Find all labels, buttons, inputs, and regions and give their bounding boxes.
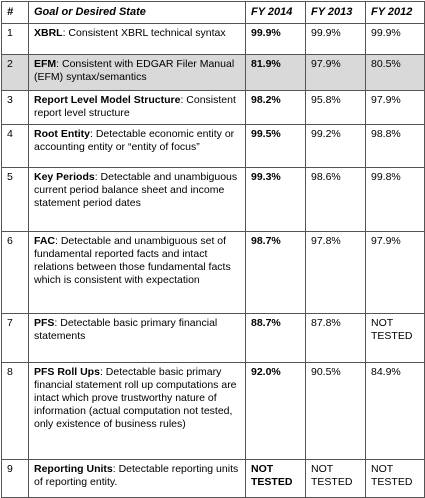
value-cell: NOT TESTED [305, 459, 366, 498]
row-number: 7 [1, 313, 29, 363]
goal-cell: Root Entity: Detectable economic entity … [28, 124, 246, 168]
table-row: 7 PFS: Detectable basic primary financial… [1, 313, 425, 363]
value-cell: 97.9% [365, 90, 425, 125]
value-cell: 98.2% [245, 90, 306, 125]
value-cell: 99.2% [305, 124, 366, 168]
value-cell: NOT TESTED [365, 313, 425, 363]
goal-term: XBRL [34, 27, 63, 39]
goal-text: : Detectable reporting units of reportin… [34, 463, 239, 488]
value-cell: 95.8% [305, 90, 366, 125]
goal-text: : Detectable basic primary financial sta… [34, 317, 218, 342]
value-cell: NOT TESTED [365, 459, 425, 498]
goal-term: Report Level Model Structure [34, 94, 181, 106]
goal-text: : Detectable basic primary financial sta… [34, 366, 237, 430]
goal-term: FAC [34, 235, 55, 247]
table-row: 3 Report Level Model Structure: Consisten… [1, 90, 425, 125]
table-row: 4 Root Entity: Detectable economic entity… [1, 124, 425, 168]
goal-cell: XBRL: Consistent XBRL technical syntax [28, 23, 246, 55]
value-cell: 80.5% [365, 54, 425, 91]
value-cell: 81.9% [245, 54, 306, 91]
value-cell: 84.9% [365, 362, 425, 460]
goal-cell: EFM: Consistent with EDGAR Filer Manual … [28, 54, 246, 91]
goal-cell: PFS Roll Ups: Detectable basic primary f… [28, 362, 246, 460]
header-cell: FY 2012 [365, 1, 425, 24]
value-cell: 92.0% [245, 362, 306, 460]
row-number: 6 [1, 231, 29, 314]
row-number: 5 [1, 167, 29, 232]
goal-text: : Consistent XBRL technical syntax [62, 27, 226, 39]
value-cell: 97.8% [305, 231, 366, 314]
goal-cell: Reporting Units: Detectable reporting un… [28, 459, 246, 498]
value-cell: 97.9% [305, 54, 366, 91]
header-cell: FY 2013 [305, 1, 366, 24]
value-cell: 99.8% [365, 167, 425, 232]
row-number: 4 [1, 124, 29, 168]
value-cell: 87.8% [305, 313, 366, 363]
goal-cell: PFS: Detectable basic primary financial … [28, 313, 246, 363]
goal-term: Reporting Units [34, 463, 113, 475]
value-cell: 90.5% [305, 362, 366, 460]
header-cell: Goal or Desired State [28, 1, 246, 24]
goal-term: Key Periods [34, 171, 95, 183]
goal-cell: Key Periods: Detectable and unambiguous … [28, 167, 246, 232]
row-number: 2 [1, 54, 29, 91]
row-number: 9 [1, 459, 29, 498]
row-number: 8 [1, 362, 29, 460]
value-cell: 99.9% [365, 23, 425, 55]
header-cell: FY 2014 [245, 1, 306, 24]
value-cell: 88.7% [245, 313, 306, 363]
table-row: 8 PFS Roll Ups: Detectable basic primary … [1, 362, 425, 460]
header-row: # Goal or Desired State FY 2014 FY 2013 FY 2… [1, 1, 425, 24]
row-number: 1 [1, 23, 29, 55]
value-cell: 97.9% [365, 231, 425, 314]
value-cell: 99.9% [245, 23, 306, 55]
goal-term: PFS [34, 317, 55, 329]
goal-term: Root Entity [34, 128, 90, 140]
goal-cell: Report Level Model Structure: Consistent… [28, 90, 246, 125]
goal-text: : Detectable economic entity or accounti… [34, 128, 235, 153]
value-cell: 99.5% [245, 124, 306, 168]
value-cell: 98.8% [365, 124, 425, 168]
value-cell: 98.6% [305, 167, 366, 232]
value-cell: 99.3% [245, 167, 306, 232]
goal-text: : Consistent report level structure [34, 94, 236, 119]
table-body: 1 XBRL: Consistent XBRL technical syntax 9… [1, 23, 425, 498]
header-cell: # [1, 1, 29, 24]
table-row: 5 Key Periods: Detectable and unambiguous… [1, 167, 425, 232]
value-cell: 98.7% [245, 231, 306, 314]
goal-term: PFS Roll Ups [34, 366, 100, 378]
goal-term: EFM [34, 58, 57, 70]
row-number: 3 [1, 90, 29, 125]
goal-text: : Detectable and unambiguous current per… [34, 171, 238, 209]
goal-cell: FAC: Detectable and unambiguous set of f… [28, 231, 246, 314]
goal-text: : Detectable and unambiguous set of fund… [34, 235, 231, 286]
goal-text: : Consistent with EDGAR Filer Manual (EF… [34, 58, 235, 83]
table-row: 6 FAC: Detectable and unambiguous set of … [1, 231, 425, 314]
table-row: 9 Reporting Units: Detectable reporting u… [1, 459, 425, 498]
table-row: 2 EFM: Consistent with EDGAR Filer Manual… [1, 54, 425, 91]
value-cell: NOT TESTED [245, 459, 306, 498]
value-cell: 99.9% [305, 23, 366, 55]
table-row: 1 XBRL: Consistent XBRL technical syntax 9… [1, 23, 425, 55]
